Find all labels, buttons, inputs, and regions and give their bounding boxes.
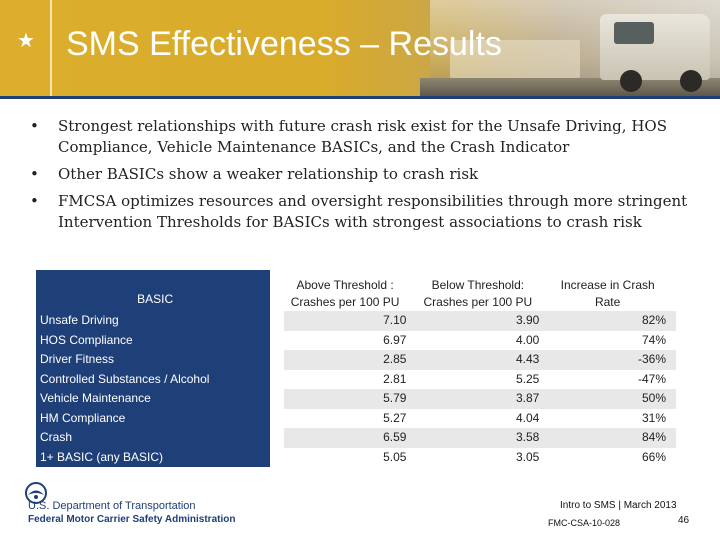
cell-basic: HOS Compliance [36,330,271,350]
bullet-glyph: • [30,192,39,210]
bullet-item: • Other BASICs show a weaker relationship… [26,164,706,185]
table-row: Vehicle Maintenance 5.79 3.87 50% [36,389,676,409]
cell-below: 4.43 [416,350,550,370]
cell-below: 3.87 [416,389,550,409]
cell-increase: 84% [549,428,676,448]
cell-basic: Driver Fitness [36,350,271,370]
footer-department: U.S. Department of Transportation [28,500,196,512]
dot-eagle-logo-icon [25,482,47,504]
header-below-threshold: Below Threshold: Crashes per 100 PU [423,278,533,309]
header-increase: Increase in Crash Rate [560,278,655,309]
truck-trailer-image [450,40,580,78]
title-banner: ★ SMS Effectiveness – Results [0,0,720,96]
cell-increase: 50% [549,389,676,409]
table-row: Controlled Substances / Alcohol 2.81 5.2… [36,369,676,389]
cell-basic: Unsafe Driving [36,311,271,331]
cell-basic: 1+ BASIC (any BASIC) [36,447,271,467]
bullet-list: • Strongest relationships with future cra… [26,116,706,239]
cell-increase: -47% [637,371,666,386]
cell-below: 4.00 [515,332,540,347]
footer-document-code: FMC-CSA-10-028 [548,518,621,528]
cell-basic: Controlled Substances / Alcohol [36,369,271,389]
star-icon: ★ [17,30,35,52]
truck-wheel-image [620,70,642,92]
bullet-glyph: • [30,117,39,135]
bullet-text: Other BASICs show a weaker relationship … [58,165,479,183]
header-above-threshold: Above Threshold : Crashes per 100 PU [290,278,400,309]
banner-divider [50,0,52,96]
cell-above: 7.10 [283,311,417,331]
table-row: HOS Compliance 6.97 4.00 74% [36,330,676,350]
cell-basic: Crash [36,428,271,448]
cell-below: 5.25 [515,371,540,386]
cell-above: 5.05 [383,449,407,464]
results-table: BASIC Above Threshold : Crashes per 100 … [36,270,676,467]
cell-below: 3.90 [416,311,550,331]
cell-above: 5.27 [383,410,407,425]
road-image [420,78,720,96]
cell-above: 6.59 [283,428,417,448]
cell-below: 3.05 [515,449,540,464]
cell-increase: -36% [549,350,676,370]
truck-wheel-image [680,70,702,92]
cell-increase: 82% [549,311,676,331]
footer-course-date: Intro to SMS | March 2013 [560,500,677,511]
page-number: 46 [678,515,690,526]
bullet-item: • FMCSA optimizes resources and oversight… [26,191,706,233]
cell-above: 2.85 [283,350,417,370]
slide-title: SMS Effectiveness – Results [66,25,502,63]
cell-above: 6.97 [383,332,407,347]
cell-below: 4.04 [515,410,540,425]
header-basic: BASIC [36,270,271,311]
table-row: HM Compliance 5.27 4.04 31% [36,408,676,428]
table-row: Crash 6.59 3.58 84% [36,428,676,448]
cell-basic: HM Compliance [36,408,271,428]
table-row: 1+ BASIC (any BASIC) 5.05 3.05 66% [36,447,676,467]
bullet-item: • Strongest relationships with future cra… [26,116,706,158]
banner-underline [0,96,720,99]
bullet-text: FMCSA optimizes resources and oversight … [58,192,688,231]
bullet-text: Strongest relationships with future cras… [58,117,667,156]
cell-increase: 66% [641,449,666,464]
table-row: Unsafe Driving 7.10 3.90 82% [36,311,676,331]
truck-window-image [614,22,654,44]
cell-increase: 31% [641,410,666,425]
cell-below: 3.58 [416,428,550,448]
cell-increase: 74% [641,332,666,347]
table-row: Driver Fitness 2.85 4.43 -36% [36,350,676,370]
bullet-glyph: • [30,165,39,183]
cell-above: 5.79 [283,389,417,409]
cell-basic: Vehicle Maintenance [36,389,271,409]
cell-above: 2.81 [383,371,407,386]
footer-administration: Federal Motor Carrier Safety Administrat… [28,514,236,525]
table-header-row: BASIC Above Threshold : Crashes per 100 … [36,270,676,311]
